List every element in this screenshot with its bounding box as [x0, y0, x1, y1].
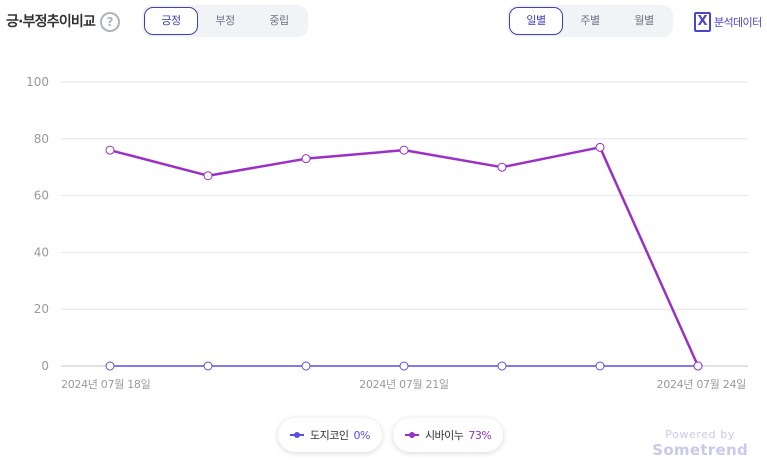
y-tick-label: 60	[34, 189, 49, 203]
data-point	[399, 361, 409, 371]
legend-item-shiba-inu[interactable]: 시바이누 73%	[392, 418, 504, 452]
series-line	[109, 146, 700, 367]
data-point	[301, 154, 311, 164]
chart-legend: 도지코인 0% 시바이누 73%	[278, 418, 504, 452]
y-tick-label: 20	[34, 302, 49, 316]
legend-label: 도지코인	[310, 429, 349, 442]
tab-daily[interactable]: 일별	[509, 7, 563, 35]
excel-icon: X	[694, 12, 711, 32]
data-point	[497, 162, 507, 172]
powered-by-text: Powered by	[665, 428, 735, 441]
data-point	[595, 361, 605, 371]
legend-value: 0%	[353, 428, 370, 442]
legend-label: 시바이누	[424, 429, 464, 442]
period-toggle: 일별 주별 월별	[507, 5, 673, 37]
data-point	[203, 361, 213, 371]
export-data-button[interactable]: X 분석데이터	[694, 10, 762, 34]
tab-neutral[interactable]: 중립	[269, 14, 289, 27]
legend-marker	[290, 430, 304, 440]
tab-positive[interactable]: 긍정	[144, 7, 198, 35]
data-point	[301, 361, 311, 371]
sentiment-trend-chart: 0 20 40 60 80 100 2024년 07월 18일 2024년 07월 21일 20…	[26, 75, 748, 391]
x-tick-label: 2024년 07월 24일	[657, 377, 747, 391]
data-point	[693, 361, 703, 371]
brand-logo-text: Sometrend	[652, 441, 748, 459]
tab-weekly[interactable]: 주별	[580, 14, 600, 27]
data-point	[497, 361, 507, 371]
question-circle-icon[interactable]: ?	[100, 12, 120, 32]
powered-by-watermark: Powered by Sometrend	[652, 428, 748, 459]
export-data-label: 분석데이터	[714, 16, 762, 29]
x-tick-label: 2024년 07월 21일	[359, 377, 449, 391]
y-tick-label: 100	[26, 75, 49, 89]
legend-value: 73%	[468, 428, 492, 442]
data-point	[105, 145, 115, 155]
x-tick-label: 2024년 07월 18일	[61, 377, 151, 391]
y-tick-label: 80	[34, 132, 49, 146]
legend-item-dogecoin[interactable]: 도지코인 0%	[278, 418, 382, 452]
page-title: 긍·부정추이비교	[6, 14, 96, 30]
y-tick-label: 40	[34, 245, 49, 259]
sentiment-toggle: 긍정 부정 중립	[142, 5, 308, 37]
data-point	[105, 361, 115, 371]
data-point	[595, 142, 605, 152]
y-tick-label: 0	[41, 359, 49, 373]
legend-marker	[404, 430, 419, 440]
tab-negative[interactable]: 부정	[215, 14, 235, 27]
tab-monthly[interactable]: 월별	[634, 14, 654, 27]
data-point	[203, 171, 213, 181]
data-point	[399, 145, 409, 155]
